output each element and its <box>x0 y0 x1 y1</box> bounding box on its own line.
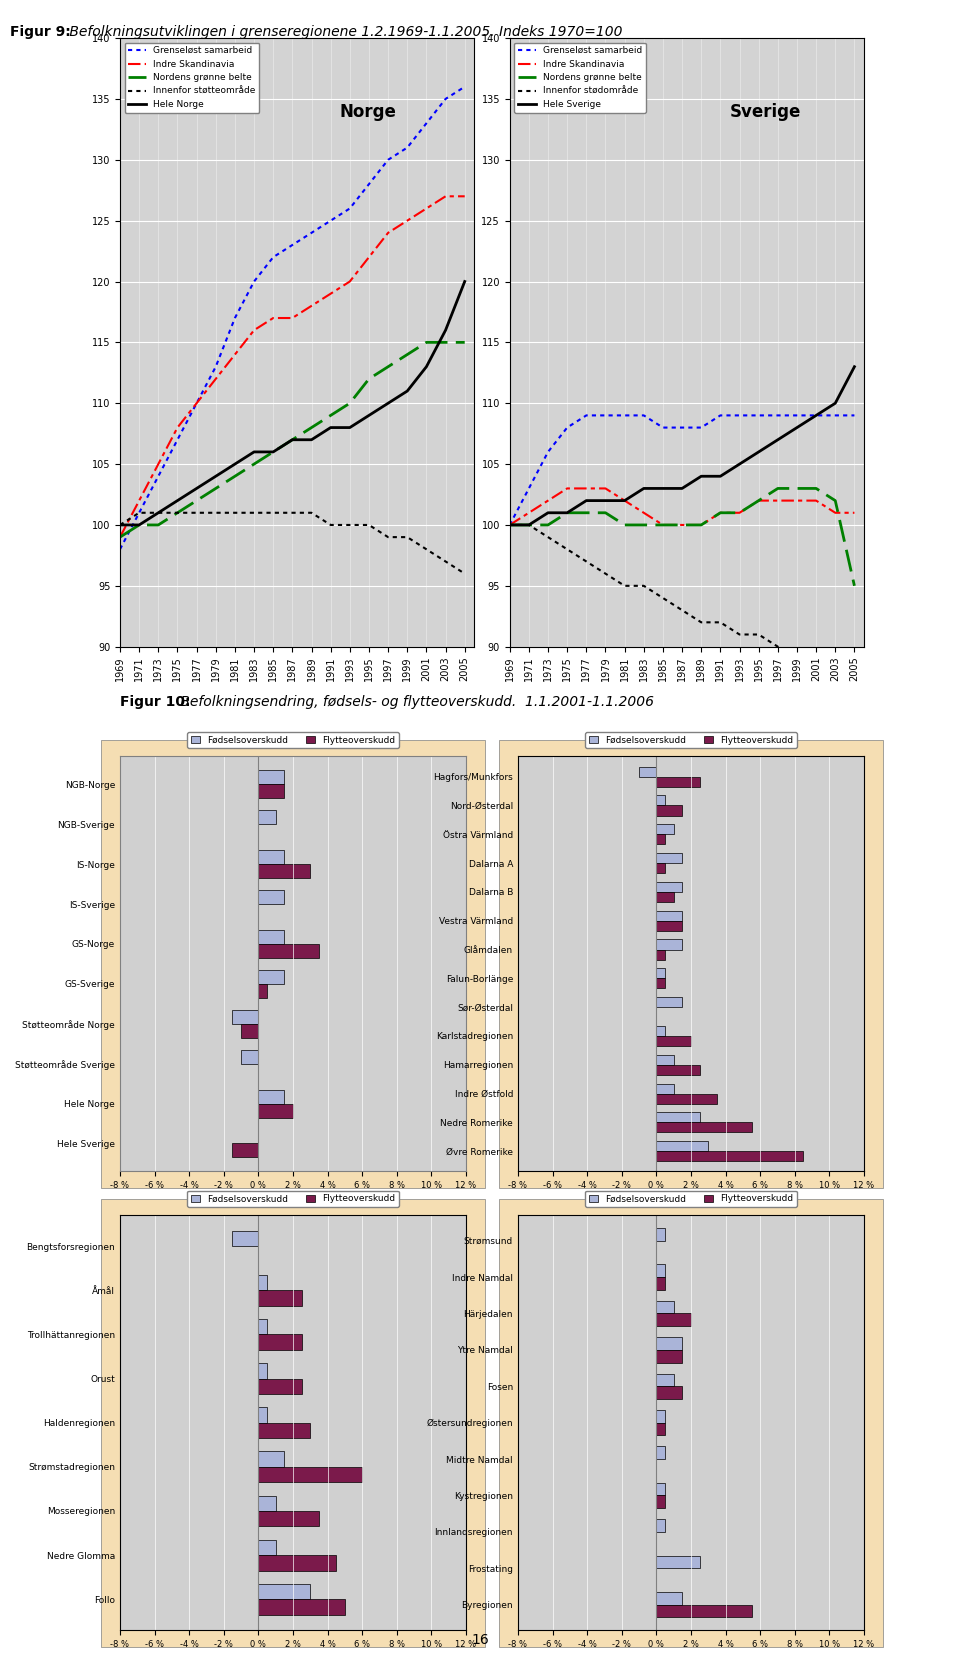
Bar <box>241 1049 258 1064</box>
Bar <box>258 1379 301 1394</box>
Bar <box>657 1264 665 1278</box>
Text: Figur 9:: Figur 9: <box>10 25 70 38</box>
Bar <box>657 1350 683 1362</box>
Bar <box>657 882 683 892</box>
Bar <box>232 1144 258 1157</box>
Bar <box>258 851 284 864</box>
Bar <box>258 1496 276 1511</box>
Bar <box>657 1314 691 1326</box>
Bar <box>657 1122 752 1132</box>
Bar <box>258 1364 267 1379</box>
Bar <box>258 1089 284 1104</box>
Bar <box>657 1446 665 1460</box>
Bar <box>258 1407 267 1423</box>
Bar <box>657 776 700 786</box>
Bar <box>258 1511 319 1526</box>
Bar <box>258 1599 345 1615</box>
Bar <box>657 1278 665 1289</box>
Bar <box>639 766 657 776</box>
Bar <box>657 1387 683 1398</box>
Bar <box>258 943 319 958</box>
Bar <box>657 1592 683 1605</box>
Legend: Fødselsoverskudd, Flytteoverskudd: Fødselsoverskudd, Flytteoverskudd <box>187 732 399 748</box>
Bar <box>258 811 276 824</box>
Legend: Grenseløst samarbeid, Indre Skandinavia, Nordens grønne belte, Innenfor støtteom: Grenseløst samarbeid, Indre Skandinavia,… <box>125 43 259 113</box>
Bar <box>258 1319 267 1334</box>
Bar <box>657 834 665 844</box>
Bar <box>258 930 284 943</box>
Bar <box>258 1539 276 1556</box>
Text: Norge: Norge <box>340 103 396 121</box>
Bar <box>258 1334 301 1350</box>
Bar <box>258 784 284 798</box>
Bar <box>657 996 683 1008</box>
Bar <box>657 1064 700 1074</box>
Bar <box>241 1024 258 1038</box>
Bar <box>258 771 284 784</box>
Legend: Fødselsoverskudd, Flytteoverskudd: Fødselsoverskudd, Flytteoverskudd <box>187 1190 399 1206</box>
Bar <box>657 1337 683 1350</box>
Text: Sverige: Sverige <box>730 103 801 121</box>
Legend: Fødselsoverskudd, Flytteoverskudd: Fødselsoverskudd, Flytteoverskudd <box>585 732 797 748</box>
Bar <box>657 1410 665 1423</box>
Bar <box>657 1142 708 1152</box>
Bar <box>657 1112 700 1122</box>
Bar <box>258 983 267 998</box>
Bar <box>657 940 683 950</box>
Bar <box>258 1291 301 1306</box>
Bar <box>232 1231 258 1246</box>
Bar <box>258 1584 310 1599</box>
Bar <box>258 864 310 879</box>
Bar <box>657 1483 665 1496</box>
Bar <box>657 978 665 988</box>
Bar <box>258 890 284 904</box>
Bar <box>258 1274 267 1291</box>
Bar <box>657 824 674 834</box>
Bar <box>258 1466 362 1483</box>
Bar <box>232 1010 258 1024</box>
Bar <box>657 1152 804 1162</box>
Bar <box>657 1228 665 1241</box>
Text: 16: 16 <box>471 1633 489 1647</box>
Legend: Grenseløst samarbeid, Indre Skandinavia, Nordens grønne belte, Innenfor stødområ: Grenseløst samarbeid, Indre Skandinavia,… <box>515 43 646 113</box>
Bar <box>258 1423 310 1438</box>
Bar <box>258 1556 336 1571</box>
Bar <box>657 950 665 960</box>
Text: Befolkningsutviklingen i grenseregionene 1.2.1969-1.1.2005. Indeks 1970=100: Befolkningsutviklingen i grenseregionene… <box>65 25 623 38</box>
Legend: Fødselsoverskudd, Flytteoverskudd: Fødselsoverskudd, Flytteoverskudd <box>585 1190 797 1206</box>
Bar <box>657 1084 674 1094</box>
Bar <box>258 1451 284 1466</box>
Bar <box>657 1556 700 1569</box>
Bar <box>258 970 284 983</box>
Bar <box>657 796 665 806</box>
Bar <box>657 1605 752 1617</box>
Bar <box>657 1054 674 1064</box>
Bar <box>657 1496 665 1508</box>
Bar <box>657 862 665 874</box>
Bar <box>657 1374 674 1387</box>
Bar <box>258 1104 293 1117</box>
Bar <box>657 892 674 902</box>
Bar <box>657 1094 717 1104</box>
Bar <box>657 1301 674 1314</box>
Bar <box>657 1026 665 1036</box>
Bar <box>657 1423 665 1435</box>
Bar <box>657 920 683 930</box>
Bar <box>657 1519 665 1533</box>
Bar <box>657 852 683 862</box>
Bar <box>657 806 683 816</box>
Text: Figur 10:: Figur 10: <box>120 695 190 708</box>
Bar <box>657 1036 691 1046</box>
Bar <box>657 910 683 920</box>
Text: Befolkningsendring, fødsels- og flytteoverskudd.  1.1.2001-1.1.2006: Befolkningsendring, fødsels- og flytteov… <box>176 695 654 708</box>
Bar <box>657 968 665 978</box>
